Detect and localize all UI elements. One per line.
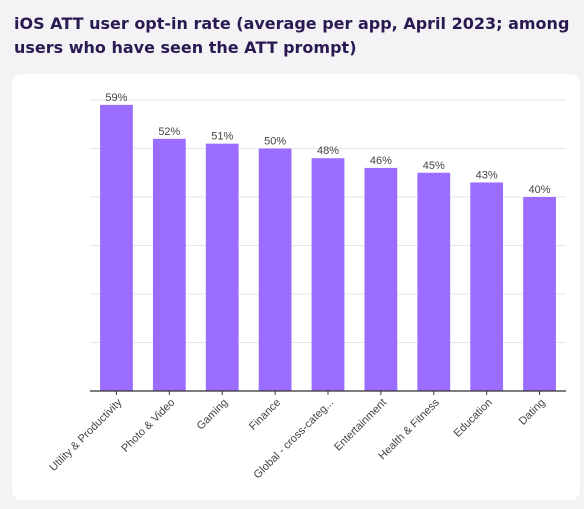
bar-7 — [470, 182, 504, 391]
x-tick-label-8: Dating — [517, 397, 548, 428]
bar-6 — [417, 172, 451, 391]
bar-0 — [100, 104, 133, 391]
bar-8 — [523, 197, 556, 391]
data-label-7: 43% — [476, 169, 498, 181]
data-label-6: 45% — [423, 160, 445, 172]
data-label-2: 51% — [211, 131, 233, 143]
x-tick-label-0: Utility & Productivity — [47, 396, 125, 474]
bar-4 — [311, 158, 345, 391]
data-label-1: 52% — [158, 126, 180, 138]
data-label-3: 50% — [264, 136, 286, 148]
data-label-5: 46% — [370, 155, 392, 167]
x-tick-label-5: Entertainment — [332, 397, 389, 454]
bar-1 — [152, 138, 186, 391]
bar-5 — [364, 167, 398, 391]
bar-2 — [205, 143, 239, 391]
x-tick-label-2: Gaming — [195, 397, 231, 433]
data-label-8: 40% — [529, 184, 551, 196]
data-label-4: 48% — [317, 145, 339, 157]
x-tick-label-7: Education — [452, 397, 495, 440]
bar-3 — [258, 148, 292, 391]
x-tick-label-1: Photo & Video — [119, 397, 177, 455]
data-label-0: 59% — [105, 92, 127, 104]
chart-title: iOS ATT user opt-in rate (average per ap… — [14, 14, 570, 57]
x-tick-label-3: Finance — [247, 397, 283, 433]
